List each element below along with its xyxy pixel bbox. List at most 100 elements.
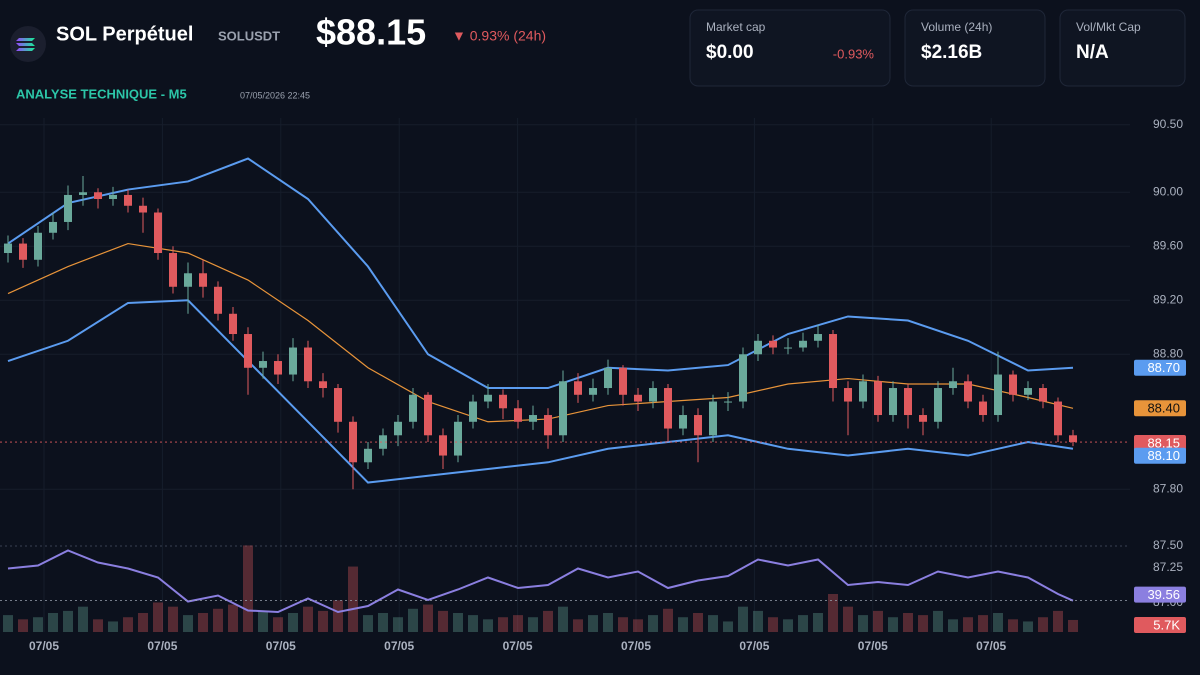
volume-bar [543, 610, 553, 632]
candle-body [949, 381, 957, 389]
candle-body [169, 253, 177, 287]
volume-bar [93, 619, 103, 632]
asset-name: SOL Perpétuel [56, 23, 193, 45]
stat-value: N/A [1076, 42, 1109, 63]
candle-body [499, 394, 507, 409]
volume-bar [693, 613, 703, 632]
candle-body [64, 194, 72, 222]
volume-bar [258, 610, 268, 632]
x-tick-label: 07/05 [266, 639, 296, 653]
candle-body [904, 388, 912, 416]
candle-body [289, 347, 297, 375]
price-tag: 88.15 [1147, 435, 1180, 450]
candle-body [244, 334, 252, 368]
volume-bar [918, 615, 928, 632]
volume-bar [153, 602, 163, 632]
volume-bar [1053, 610, 1063, 632]
candle-body [1009, 374, 1017, 395]
volume-bar [138, 613, 148, 632]
candle-body [829, 334, 837, 389]
candle-body [184, 273, 192, 287]
candle-body [814, 334, 822, 341]
candle-body [439, 435, 447, 456]
y-tick-label: 89.20 [1153, 292, 1183, 306]
candle-body [454, 421, 462, 456]
volume-bar [303, 606, 313, 632]
candle-body [724, 401, 732, 403]
band-tag-bg [1134, 359, 1186, 376]
candle-body [409, 394, 417, 422]
volume-bar [828, 594, 838, 632]
volume-bar [378, 613, 388, 632]
volume-bar [348, 566, 358, 632]
y-tick-label: 89.60 [1153, 238, 1183, 252]
volume-bar [123, 617, 133, 632]
volume-tag: 5.7K [1153, 617, 1180, 632]
volume-bar [783, 619, 793, 632]
candle-body [784, 347, 792, 349]
candle-body [1069, 435, 1077, 443]
x-tick-label: 07/05 [503, 639, 533, 653]
candle-body [649, 388, 657, 402]
volume-bar [888, 617, 898, 632]
candle-body [364, 448, 372, 463]
candle-body [49, 221, 57, 233]
candle-body [94, 192, 102, 200]
candle-body [1024, 388, 1032, 395]
candle-body [274, 361, 282, 375]
volume-bar [438, 610, 448, 632]
volume-bar [423, 604, 433, 632]
candle-body [994, 374, 1002, 416]
band-tag: 88.40 [1147, 401, 1180, 416]
volume-bar [948, 619, 958, 632]
candle-body [979, 401, 987, 416]
candle-body [124, 194, 132, 206]
candle-body [889, 388, 897, 416]
x-tick-label: 07/05 [621, 639, 651, 653]
volume-bar [243, 545, 253, 632]
chart: 90.50 90.00 89.60 89.20 88.80 87.80 87.50 87.25… [0, 117, 1186, 653]
volume-bar [333, 600, 343, 632]
candle-body [679, 415, 687, 429]
y-tick-label: 87.80 [1153, 481, 1183, 495]
volume-bar [453, 613, 463, 632]
volume-bar [648, 615, 658, 632]
candle-body [739, 354, 747, 402]
x-tick-label: 07/05 [739, 639, 769, 653]
volume-bar [963, 617, 973, 632]
volume-bar [738, 606, 748, 632]
band-line [7, 157, 1074, 390]
x-tick-label: 07/05 [147, 639, 177, 653]
candle-body [604, 367, 612, 389]
y-tick-label: 90.50 [1153, 117, 1183, 131]
volume-bar [3, 615, 13, 632]
volume-bar [483, 619, 493, 632]
price-tag-bg [1134, 435, 1186, 452]
symbol: SOLUSDT [218, 28, 280, 43]
volume-bar [768, 617, 778, 632]
volume-bar [678, 617, 688, 632]
y-tick-label: 87.25 [1153, 560, 1183, 574]
x-tick-label: 07/05 [29, 639, 59, 653]
rsi-tag: 39.56 [1147, 587, 1180, 602]
timestamp: 07/05/2026 22:45 [240, 90, 310, 100]
candle-body [469, 401, 477, 422]
candle-body [619, 367, 627, 395]
stat-change: -0.93% [833, 46, 875, 61]
candle-body [229, 313, 237, 335]
volume-bar [363, 615, 373, 632]
band-tag: 88.10 [1147, 448, 1180, 463]
volume-bar [408, 608, 418, 632]
band-tag: 88.70 [1147, 360, 1180, 375]
volume-bar [1068, 619, 1078, 632]
volume-bar [843, 606, 853, 632]
volume-bar [603, 613, 613, 632]
volume-bar [993, 613, 1003, 632]
volume-bar [393, 617, 403, 632]
stat-label: Vol/Mkt Cap [1076, 20, 1141, 34]
volume-bar [618, 617, 628, 632]
candle-body [259, 361, 267, 368]
volume-bar [708, 615, 718, 632]
volume-bar [318, 610, 328, 632]
